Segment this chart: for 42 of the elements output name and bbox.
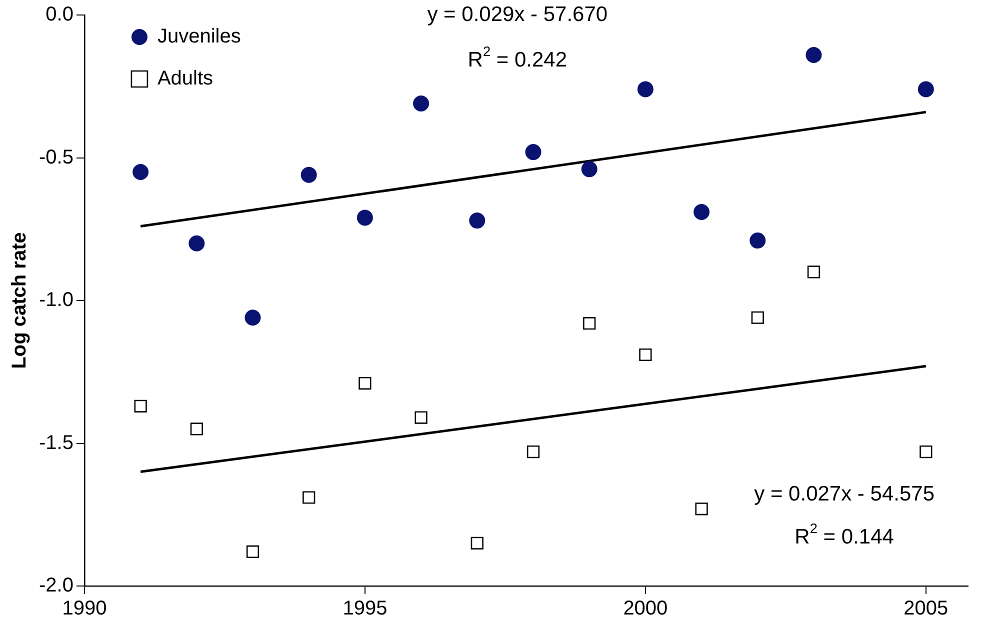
- point: [639, 348, 652, 362]
- y-tick-label: -0.5: [38, 146, 74, 168]
- x-tick-label: 2005: [904, 598, 948, 620]
- point: [188, 235, 205, 252]
- point: [751, 311, 764, 324]
- point: [694, 204, 710, 220]
- legend-label: Adults: [157, 68, 214, 90]
- point: [920, 446, 932, 458]
- y-tick-label: -1.0: [38, 289, 74, 312]
- point: [806, 46, 822, 63]
- point: [414, 411, 428, 424]
- point: [246, 545, 260, 558]
- point: [918, 81, 934, 98]
- point: [526, 446, 540, 458]
- point: [807, 266, 820, 278]
- point: [470, 536, 484, 550]
- point: [581, 161, 598, 178]
- point: [356, 210, 373, 226]
- legend-label: Juveniles: [157, 26, 241, 48]
- point: [525, 144, 542, 160]
- point: [413, 96, 430, 112]
- point: [132, 164, 149, 180]
- point: [358, 376, 372, 390]
- x-tick-label: 1995: [342, 598, 388, 620]
- point: [302, 491, 316, 504]
- y-axis-title: Log catch rate: [8, 232, 31, 369]
- point: [695, 502, 708, 516]
- point: [134, 400, 147, 412]
- point: [750, 232, 766, 249]
- annotation: y = 0.027x - 54.575: [754, 482, 935, 506]
- x-tick-label: 2000: [623, 598, 668, 620]
- point: [190, 422, 203, 436]
- point: [637, 81, 654, 98]
- point: [469, 212, 486, 229]
- y-tick-label: -1.5: [38, 432, 74, 454]
- y-tick-label: -2.0: [38, 574, 74, 597]
- point: [300, 166, 317, 183]
- point: [244, 310, 261, 326]
- x-tick-label: 1990: [62, 598, 107, 620]
- point: [583, 317, 596, 330]
- annotation: y = 0.029x - 57.670: [427, 2, 608, 26]
- y-tick-label: 0.0: [46, 4, 74, 26]
